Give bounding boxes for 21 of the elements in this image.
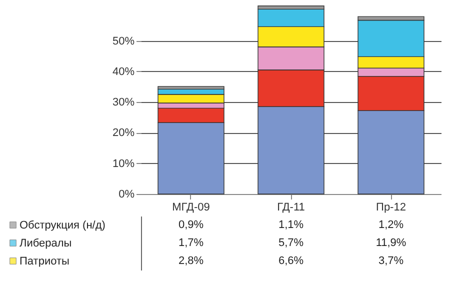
y-tick-label: 30%	[112, 96, 135, 109]
y-tick-label: 0%	[118, 188, 135, 200]
data-label: 11,9%	[376, 237, 406, 249]
x-tick-label: ГД-11	[277, 202, 305, 214]
legend-label: Либералы	[20, 238, 72, 250]
data-label: 1,7%	[178, 237, 204, 249]
data-label: 2,8%	[178, 255, 204, 267]
y-tick-label: 20%	[112, 127, 135, 140]
data-label: 1,1%	[278, 219, 304, 231]
x-tick-label: Пр-12	[376, 202, 406, 214]
data-label: 6,6%	[278, 255, 304, 267]
legend-label: Патриоты	[20, 256, 70, 268]
data-label: 0,9%	[178, 219, 204, 231]
data-label: 1,2%	[378, 219, 404, 231]
data-label: 3,7%	[378, 255, 404, 267]
y-tick-label: 40%	[112, 66, 135, 78]
legend-label: Обструкция (н/д)	[20, 220, 106, 232]
y-tick-label: 10%	[112, 158, 135, 170]
y-tick-label: 50%	[112, 35, 135, 48]
x-tick-label: МГД-09	[172, 202, 210, 214]
data-label: 5,7%	[278, 237, 304, 249]
